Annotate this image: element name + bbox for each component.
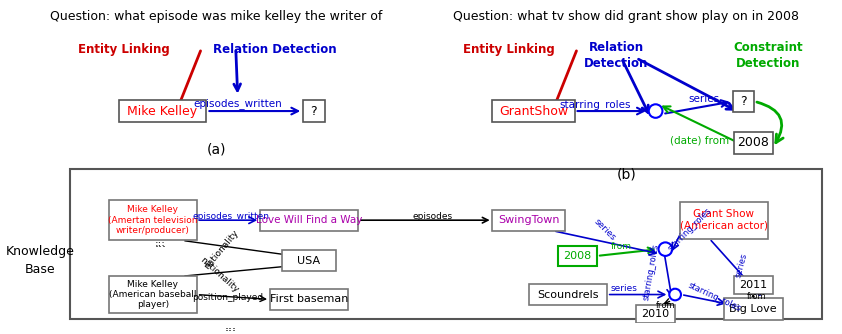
Circle shape bbox=[669, 289, 681, 300]
FancyArrowPatch shape bbox=[684, 295, 724, 305]
Text: series: series bbox=[689, 94, 720, 104]
Text: (date) from: (date) from bbox=[670, 135, 729, 145]
Text: episodes_written: episodes_written bbox=[194, 98, 282, 109]
FancyArrowPatch shape bbox=[578, 108, 643, 114]
Text: ...: ... bbox=[225, 319, 237, 332]
FancyArrowPatch shape bbox=[234, 51, 241, 91]
Text: Scoundrels: Scoundrels bbox=[537, 290, 599, 300]
Text: starring_roles: starring_roles bbox=[686, 281, 742, 314]
Circle shape bbox=[658, 242, 672, 256]
Text: starring_roles: starring_roles bbox=[666, 206, 713, 254]
Text: GrantShow: GrantShow bbox=[499, 105, 568, 118]
Text: Love Will Find a Way: Love Will Find a Way bbox=[256, 215, 362, 225]
FancyArrowPatch shape bbox=[360, 217, 488, 223]
Text: Constraint
Detection: Constraint Detection bbox=[733, 40, 802, 69]
FancyArrowPatch shape bbox=[664, 299, 671, 304]
FancyBboxPatch shape bbox=[282, 250, 336, 271]
Text: nationality: nationality bbox=[202, 228, 240, 271]
FancyArrowPatch shape bbox=[665, 100, 727, 114]
Text: position_played: position_played bbox=[192, 293, 264, 302]
FancyBboxPatch shape bbox=[733, 91, 754, 112]
FancyBboxPatch shape bbox=[109, 276, 197, 313]
Text: ...: ... bbox=[155, 235, 166, 245]
FancyBboxPatch shape bbox=[636, 305, 675, 323]
FancyArrowPatch shape bbox=[200, 295, 265, 302]
Text: ...: ... bbox=[155, 237, 167, 250]
Text: series: series bbox=[734, 252, 749, 279]
Text: First baseman: First baseman bbox=[269, 294, 349, 304]
Text: Mike Kelley: Mike Kelley bbox=[127, 105, 198, 118]
Text: (b): (b) bbox=[616, 167, 637, 181]
FancyBboxPatch shape bbox=[109, 200, 197, 240]
Text: from: from bbox=[611, 242, 632, 251]
FancyBboxPatch shape bbox=[70, 169, 822, 319]
Text: Mike Kelley
(American baseball
player): Mike Kelley (American baseball player) bbox=[109, 280, 196, 309]
FancyBboxPatch shape bbox=[303, 101, 325, 122]
FancyArrowPatch shape bbox=[556, 231, 656, 255]
FancyArrowPatch shape bbox=[622, 60, 648, 113]
Text: 2008: 2008 bbox=[563, 251, 592, 261]
Text: from: from bbox=[746, 292, 766, 301]
Text: Question: what tv show did grant show play on in 2008: Question: what tv show did grant show pl… bbox=[453, 10, 799, 23]
Text: 2011: 2011 bbox=[739, 280, 767, 290]
FancyArrowPatch shape bbox=[184, 241, 290, 257]
Text: ...: ... bbox=[155, 238, 166, 248]
FancyArrowPatch shape bbox=[750, 295, 756, 301]
FancyBboxPatch shape bbox=[492, 101, 575, 122]
Text: Relation Detection: Relation Detection bbox=[213, 43, 337, 56]
FancyArrowPatch shape bbox=[638, 59, 733, 109]
FancyArrowPatch shape bbox=[673, 227, 684, 250]
FancyBboxPatch shape bbox=[558, 246, 597, 266]
Text: 2010: 2010 bbox=[642, 309, 669, 319]
Text: series: series bbox=[611, 284, 637, 293]
Text: episodes: episodes bbox=[413, 212, 453, 221]
FancyArrowPatch shape bbox=[550, 51, 577, 116]
FancyBboxPatch shape bbox=[270, 289, 348, 310]
FancyBboxPatch shape bbox=[529, 284, 607, 305]
Text: Big Love: Big Love bbox=[729, 304, 777, 314]
Text: USA: USA bbox=[297, 256, 321, 266]
FancyArrowPatch shape bbox=[185, 264, 290, 276]
FancyArrowPatch shape bbox=[200, 217, 255, 223]
FancyArrowPatch shape bbox=[610, 291, 664, 298]
Text: Grant Show
(American actor): Grant Show (American actor) bbox=[680, 209, 768, 231]
Text: ...: ... bbox=[225, 321, 237, 334]
Text: starring_roles: starring_roles bbox=[559, 99, 631, 110]
FancyArrowPatch shape bbox=[210, 108, 298, 114]
FancyArrowPatch shape bbox=[711, 240, 759, 295]
Text: SwingTown: SwingTown bbox=[498, 215, 559, 225]
Text: nationality: nationality bbox=[198, 256, 240, 295]
Text: starring_roles: starring_roles bbox=[642, 243, 660, 301]
Text: (a): (a) bbox=[206, 143, 226, 157]
Text: series: series bbox=[592, 217, 617, 242]
Text: Mike Kelley
(Amertan television
writer/producer): Mike Kelley (Amertan television writer/p… bbox=[108, 205, 198, 235]
FancyBboxPatch shape bbox=[733, 132, 773, 154]
Text: Relation
Detection: Relation Detection bbox=[584, 40, 648, 69]
Circle shape bbox=[649, 104, 663, 118]
Text: Knowledge
Base: Knowledge Base bbox=[6, 245, 75, 276]
Text: episodes_written: episodes_written bbox=[192, 212, 269, 221]
FancyBboxPatch shape bbox=[724, 298, 782, 320]
FancyBboxPatch shape bbox=[492, 209, 565, 231]
FancyBboxPatch shape bbox=[680, 202, 768, 238]
FancyArrowPatch shape bbox=[663, 107, 736, 142]
FancyArrowPatch shape bbox=[173, 51, 200, 116]
FancyArrowPatch shape bbox=[600, 247, 653, 256]
FancyArrowPatch shape bbox=[757, 102, 783, 143]
Text: from: from bbox=[656, 301, 675, 310]
FancyArrowPatch shape bbox=[663, 245, 674, 296]
Text: Question: what episode was mike kelley the writer of: Question: what episode was mike kelley t… bbox=[50, 10, 382, 23]
Text: ?: ? bbox=[740, 95, 747, 108]
FancyBboxPatch shape bbox=[119, 101, 206, 122]
Text: Entity Linking: Entity Linking bbox=[463, 43, 555, 56]
Text: 2008: 2008 bbox=[738, 136, 770, 149]
Text: ?: ? bbox=[311, 105, 317, 118]
FancyBboxPatch shape bbox=[733, 276, 773, 294]
FancyBboxPatch shape bbox=[260, 209, 358, 231]
Text: Entity Linking: Entity Linking bbox=[77, 43, 169, 56]
